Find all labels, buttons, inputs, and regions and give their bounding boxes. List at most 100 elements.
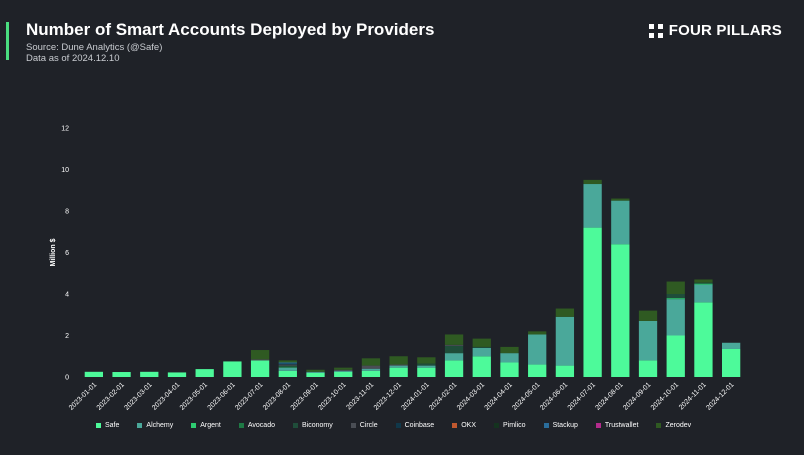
bar-segment-zerodev [334,367,353,370]
bar-segment-safe [555,365,575,377]
x-tick-label: 2023-10-01 [317,381,347,411]
bar-segment-circle [361,365,381,369]
bar-segment-alchemy [334,370,353,372]
bar-segment-alchemy [389,365,408,368]
x-tick-label: 2024-08-01 [594,381,624,411]
bar-segment-zerodev [694,279,713,283]
bar-segment-zerodev [500,346,519,354]
bar-segment-zerodev [389,356,408,365]
bar-segment-argent [694,283,713,285]
legend-swatch [452,423,458,428]
legend-item: Circle [350,422,378,429]
legend-label: Pimlico [503,422,526,429]
legend-item: Stackup [543,422,578,429]
bar-segment-safe [611,244,630,377]
y-tick-label: 6 [65,250,69,257]
legend-swatch [656,423,662,428]
bar-segment-alchemy [583,184,602,228]
bar-segment-biconomy [694,282,713,284]
y-axis-title: Million $ [50,238,57,266]
bar-segment-alchemy [361,368,381,371]
x-tick-label: 2024-04-01 [484,381,514,411]
legend-swatch [595,423,601,428]
bar-segment-safe [722,348,741,377]
legend-swatch [395,423,401,428]
bar-segment-zerodev [666,281,685,294]
legend-label: Argent [200,422,221,429]
x-tick-label: 2023-06-01 [207,381,237,411]
legend-label: Safe [105,422,120,429]
bar-segment-alchemy [694,284,713,303]
bar-segment-biconomy [472,346,491,348]
legend-swatch [238,423,244,428]
x-tick-label: 2024-06-01 [539,381,569,411]
x-tick-label: 2024-09-01 [622,381,652,411]
x-tick-label: 2023-01-01 [68,381,98,411]
bar-segment-zerodev [472,338,491,347]
legend-label: Stackup [552,422,578,429]
x-tick-label: 2023-12-01 [373,381,403,411]
bar-segment-zerodev [417,357,436,364]
bar-segment-zerodev [638,310,658,321]
bar-segment-safe [306,372,325,377]
bar-segment-alchemy [722,342,741,349]
bar-segment-safe [694,302,713,377]
x-tick-label: 2023-07-01 [234,381,264,411]
legend-label: Coinbase [404,422,435,429]
legend-swatch [494,423,499,428]
bar-segment-zerodev [528,331,547,335]
bar-segment-alchemy [417,365,436,368]
bar-segment-circle [278,364,297,366]
bar-segment-alchemy [528,334,547,365]
x-tick-label: 2024-11-01 [678,381,708,411]
legend-item: Alchemy [137,422,173,429]
bar-segment-safe [250,360,270,377]
y-tick-label: 10 [61,167,69,174]
x-tick-label: 2023-03-01 [123,381,153,411]
bar-segment-alchemy [444,353,464,361]
chart-title: Number of Smart Accounts Deployed by Pro… [26,20,435,39]
x-tick-label: 2023-02-01 [96,381,126,411]
bar-segment-safe [84,371,103,377]
x-tick-label: 2024-12-01 [705,381,735,411]
x-tick-label: 2023-04-01 [151,381,181,411]
title-accent-bar [6,22,9,60]
bar-segment-biconomy [278,365,297,367]
legend-item: Pimlico [494,422,526,429]
x-tick-label: 2024-07-01 [567,381,597,411]
bar-segment-safe [528,364,547,377]
bar-segment-safe [167,372,187,377]
bar-segment-circle [250,359,270,361]
bar-segment-circle [444,344,464,346]
legend-item: Argent [191,422,221,429]
x-tick-label: 2023-05-01 [179,381,209,411]
bar-segment-stackup [278,362,297,364]
bar-segment-biconomy [666,294,685,299]
bar-segment-safe [444,360,464,377]
x-tick-label: 2024-01-01 [400,381,430,411]
chart-legend: Safe Alchemy Argent Avocado Biconomy Circle Co… [96,422,709,429]
bar-segment-safe [334,371,353,377]
x-tick-label: 2023-11-01 [345,381,375,411]
legend-item: Biconomy [293,422,333,429]
bar-segment-zerodev [250,350,270,360]
y-tick-label: 0 [65,375,69,382]
legend-swatch [191,423,197,428]
bar-segment-safe [500,362,519,377]
legend-item: Avocado [238,422,275,429]
bar-segment-biconomy [417,363,436,366]
brand-name: FOUR PILLARS [668,22,782,39]
legend-item: Zerodev [656,422,691,429]
x-tick-label: 2023-09-01 [290,381,320,411]
legend-swatch [137,423,143,428]
bar-segment-zerodev [361,358,381,366]
brand-logo: FOUR PILLARS [648,22,782,39]
bar-segment-alchemy [611,200,630,245]
bar-segment-safe [389,367,408,377]
legend-item: Trustwallet [595,422,638,429]
legend-item: Coinbase [395,422,435,429]
bar-segment-biconomy [444,345,464,354]
legend-swatch [96,423,101,428]
legend-label: OKX [461,422,476,429]
